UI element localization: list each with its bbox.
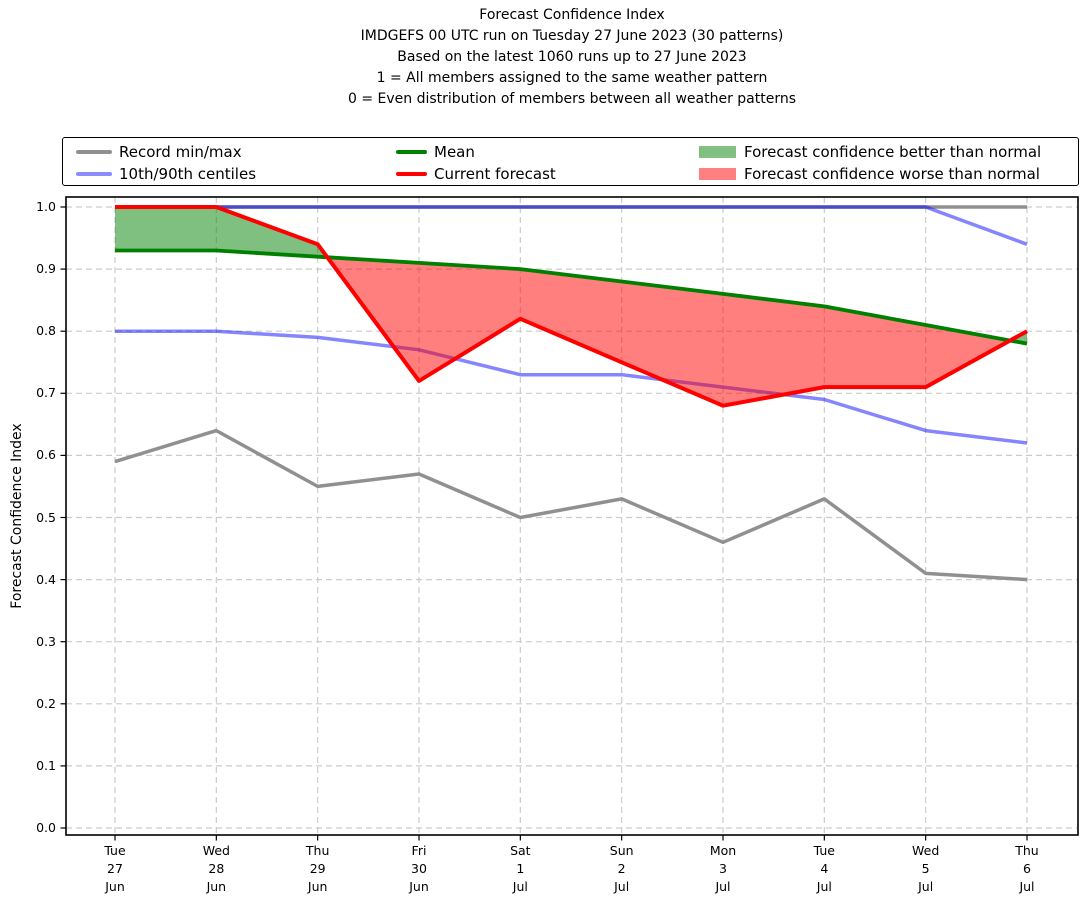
x-tick-label: Wed 5 Jul xyxy=(881,842,971,896)
y-tick-label: 0.3 xyxy=(36,633,56,649)
x-tick-month: Jul xyxy=(614,879,630,894)
x-tick-date: 29 xyxy=(309,861,326,876)
chart-subtitle-run: IMDGEFS 00 UTC run on Tuesday 27 June 20… xyxy=(360,28,784,44)
y-tick-label: 0.1 xyxy=(36,757,56,773)
legend-swatch-record-minmax xyxy=(76,150,112,154)
x-tick-day: Mon xyxy=(709,843,737,858)
x-tick-label: Mon 3 Jul xyxy=(678,842,768,896)
legend-label-worse: Forecast confidence worse than normal xyxy=(744,165,1040,183)
x-tick-month: Jul xyxy=(1019,879,1035,894)
x-tick-label: Tue 4 Jul xyxy=(779,842,869,896)
x-tick-month: Jun xyxy=(105,879,125,894)
y-tick-label: 0.0 xyxy=(36,820,56,835)
x-tick-label: Thu 29 Jun xyxy=(273,842,363,896)
legend-swatch-better xyxy=(699,146,736,158)
y-tick-label: 0.4 xyxy=(36,571,56,587)
chart-note-one: 1 = All members assigned to the same wea… xyxy=(376,70,768,86)
x-tick-month: Jul xyxy=(918,879,934,894)
x-tick-month: Jul xyxy=(816,879,832,894)
legend-swatch-worse xyxy=(699,168,736,180)
x-tick-date: 3 xyxy=(719,861,727,876)
x-tick-day: Wed xyxy=(202,843,230,858)
x-tick-date: 2 xyxy=(617,861,626,876)
y-tick-label: 0.7 xyxy=(36,385,56,401)
tick-marks xyxy=(60,206,1028,841)
x-tick-label: Thu 6 Jul xyxy=(982,842,1072,896)
x-tick-label: Tue 27 Jun xyxy=(70,842,160,896)
legend-label-mean: Mean xyxy=(434,143,475,161)
x-tick-day: Sat xyxy=(510,843,531,858)
fill-confidence-better xyxy=(115,207,328,258)
y-tick-label: 0.6 xyxy=(36,447,56,463)
legend-swatch-centiles xyxy=(76,172,112,176)
x-tick-date: 30 xyxy=(411,861,427,876)
x-tick-month: Jun xyxy=(409,879,429,894)
chart-title-block: Forecast Confidence Index IMDGEFS 00 UTC… xyxy=(66,5,1078,110)
legend: Record min/max 10th/90th centiles Mean C… xyxy=(62,137,1079,186)
fill-confidence-worse xyxy=(327,257,1011,406)
x-tick-day: Tue xyxy=(813,843,835,858)
x-tick-month: Jun xyxy=(206,879,227,894)
series-record-min xyxy=(114,428,1028,582)
series-10th-centile xyxy=(115,329,1028,445)
x-tick-date: 5 xyxy=(921,861,930,876)
y-tick-label: 0.2 xyxy=(36,695,56,711)
legend-label-better: Forecast confidence better than normal xyxy=(744,143,1042,161)
legend-label-record-minmax: Record min/max xyxy=(119,143,242,161)
x-tick-date: 1 xyxy=(516,861,525,876)
x-tick-label: Sun 2 Jul xyxy=(577,842,667,896)
x-tick-date: 4 xyxy=(820,861,829,876)
y-tick-label: 0.8 xyxy=(36,323,56,339)
series-current-forecast xyxy=(115,205,1028,408)
x-tick-day: Wed xyxy=(912,843,940,858)
series-90th-centile xyxy=(115,205,1028,246)
plot-border xyxy=(65,196,1079,836)
x-tick-label: Fri 30 Jun xyxy=(374,842,464,896)
x-tick-date: 28 xyxy=(208,861,225,876)
x-tick-month: Jun xyxy=(307,879,328,894)
x-tick-day: Tue xyxy=(104,843,126,858)
x-tick-month: Jul xyxy=(715,879,731,894)
x-tick-day: Fri xyxy=(411,843,427,858)
chart-subtitle-basis: Based on the latest 1060 runs up to 27 J… xyxy=(397,49,747,65)
chart-note-zero: 0 = Even distribution of members between… xyxy=(347,91,797,107)
x-tick-label: Wed 28 Jun xyxy=(171,842,261,896)
x-tick-day: Sun xyxy=(609,843,634,858)
chart-title: Forecast Confidence Index xyxy=(479,7,665,23)
series-mean xyxy=(115,248,1028,346)
y-tick-label: 1.0 xyxy=(36,199,56,214)
x-tick-month: Jul xyxy=(512,879,528,894)
x-tick-label: Sat 1 Jul xyxy=(475,842,565,896)
x-tick-date: 27 xyxy=(107,861,123,876)
legend-label-centiles: 10th/90th centiles xyxy=(119,165,257,183)
legend-swatch-mean xyxy=(396,150,427,154)
x-tick-date: 6 xyxy=(1023,861,1031,876)
y-tick-label: 0.9 xyxy=(36,261,56,277)
x-tick-day: Thu xyxy=(305,843,330,858)
legend-swatch-current xyxy=(396,172,427,176)
legend-label-current: Current forecast xyxy=(434,165,556,183)
y-tick-label: 0.5 xyxy=(36,509,56,525)
x-tick-day: Thu xyxy=(1015,843,1039,858)
